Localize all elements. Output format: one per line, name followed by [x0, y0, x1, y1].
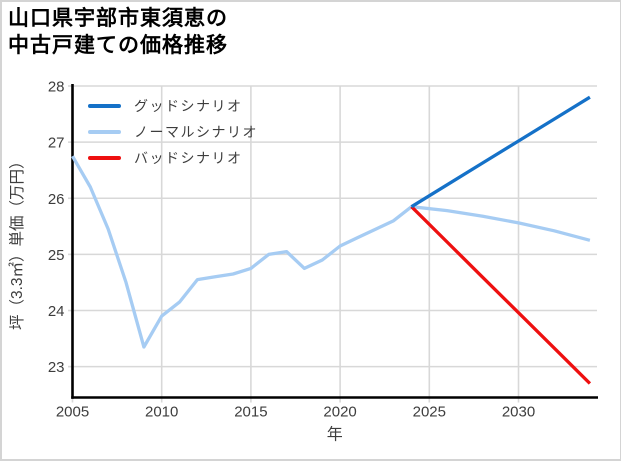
page-title: 山口県宇部市東須恵の 中古戸建ての価格推移 [8, 5, 228, 59]
x-tick-label: 2020 [323, 404, 356, 421]
y-tick-label: 23 [48, 359, 65, 376]
series-line-bad [410, 205, 592, 385]
legend-label-normal: ノーマルシナリオ [134, 124, 258, 140]
page-title-line2: 中古戸建ての価格推移 [8, 34, 228, 57]
legend-label-good: グッドシナリオ [134, 98, 243, 114]
series-line-normal [71, 155, 591, 349]
x-tick-label: 2010 [145, 404, 178, 421]
legend-label-bad: バッドシナリオ [134, 150, 243, 166]
x-tick-label: 2005 [56, 404, 89, 421]
y-tick-label: 28 [48, 79, 65, 96]
y-axis-label: 坪（3.3㎡）単価（万円） [8, 153, 26, 330]
bad-scenario-line-swatch [88, 156, 121, 160]
y-tick-label: 26 [48, 191, 65, 208]
normal-scenario-line-swatch [88, 130, 121, 134]
legend-item-normal: ノーマルシナリオ [88, 119, 258, 145]
good-scenario-line-swatch [88, 104, 121, 108]
y-tick-label: 24 [48, 303, 65, 320]
legend-item-good: グッドシナリオ [88, 93, 258, 119]
chart-legend: グッドシナリオ ノーマルシナリオ バッドシナリオ [88, 93, 258, 171]
series-line-good [410, 95, 591, 209]
page-title-line1: 山口県宇部市東須恵の [8, 7, 228, 30]
legend-item-bad: バッドシナリオ [88, 145, 258, 171]
y-tick-label: 25 [48, 247, 65, 264]
x-axis-label: 年 [327, 426, 343, 444]
y-tick-label: 27 [48, 135, 65, 152]
x-tick-label: 2015 [234, 404, 267, 421]
x-tick-label: 2025 [413, 404, 446, 421]
x-tick-label: 2030 [502, 404, 535, 421]
